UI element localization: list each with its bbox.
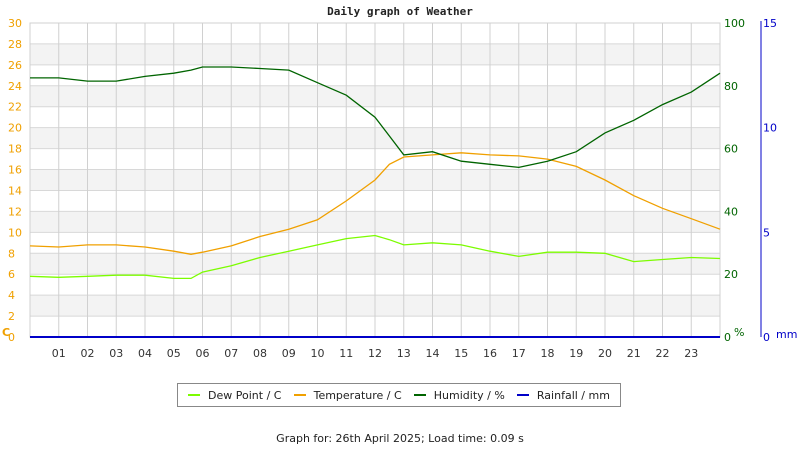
chart-title: Daily graph of Weather: [327, 5, 473, 18]
x-tick-label: 12: [368, 347, 382, 360]
y-humidity-tick-label: 100: [724, 17, 745, 30]
legend-item-temperature: Temperature / C: [293, 388, 402, 402]
x-tick-label: 16: [483, 347, 497, 360]
footer-status: Graph for: 26th April 2025; Load time: 0…: [276, 432, 524, 445]
x-tick-label: 13: [397, 347, 411, 360]
x-tick-label: 22: [656, 347, 670, 360]
axes: 01 02 03 04 05 06 07 08 09 10 11 12 13 14 15 16 17 18 19 20…: [2, 17, 797, 360]
y-left-tick-label: 8: [8, 247, 15, 260]
y-humidity-tick-label: 40: [724, 205, 738, 218]
y-left-tick-label: 0: [8, 331, 15, 344]
x-tick-label: 20: [598, 347, 612, 360]
y-rain-tick-label: 10: [763, 122, 777, 135]
y-left-tick-label: 28: [8, 38, 22, 51]
y-left-tick-label: 16: [8, 164, 22, 177]
x-tick-label: 19: [569, 347, 583, 360]
series-line: [29, 234, 721, 280]
y-left-tick-label: 14: [8, 184, 22, 197]
x-tick-label: 10: [311, 347, 325, 360]
x-tick-label: 14: [426, 347, 440, 360]
data-series: [29, 66, 721, 338]
legend-label: Rainfall / mm: [536, 388, 610, 402]
y-left-tick-label: 10: [8, 226, 22, 239]
y-rain-tick-label: 5: [763, 226, 770, 239]
x-tick-label: 08: [253, 347, 267, 360]
legend-item-humidity: Humidity / %: [413, 388, 505, 402]
y-left-tick-label: 26: [8, 59, 22, 72]
x-tick-label: 23: [684, 347, 698, 360]
x-tick-label: 02: [81, 347, 95, 360]
y-humidity-tick-label: 20: [724, 268, 738, 281]
y-rain-axis-label: mm: [776, 328, 797, 341]
y-left-tick-label: 22: [8, 101, 22, 114]
x-tick-label: 18: [541, 347, 555, 360]
y-left-tick-label: 30: [8, 17, 22, 30]
y-left-tick-label: 6: [8, 268, 15, 281]
y-left-tick-label: 2: [8, 310, 15, 323]
x-tick-label: 06: [196, 347, 210, 360]
series-line: [30, 66, 721, 169]
y-left-tick-label: 24: [8, 80, 22, 93]
x-tick-label: 05: [167, 347, 181, 360]
y-left-tick-label: 20: [8, 122, 22, 135]
y-left-axis-label: C: [2, 326, 10, 339]
x-tick-label: 03: [109, 347, 123, 360]
y-rain-tick-label: 0: [763, 331, 770, 344]
y-left-tick-label: 4: [8, 289, 15, 302]
x-tick-label: 11: [339, 347, 353, 360]
humidity-swatch-icon: [413, 394, 426, 396]
x-tick-label: 04: [138, 347, 152, 360]
temperature-swatch-icon: [293, 394, 306, 396]
dew-point-swatch-icon: [188, 394, 201, 396]
legend-label: Dew Point / C: [208, 388, 282, 402]
legend-item-dew-point: Dew Point / C: [188, 389, 281, 402]
y-humidity-axis-label: %: [734, 326, 744, 339]
y-humidity-tick-label: 60: [724, 143, 738, 156]
y-humidity-tick-label: 80: [724, 80, 738, 93]
legend-label: Temperature / C: [313, 388, 402, 402]
x-tick-label: 09: [282, 347, 296, 360]
rainfall-swatch-icon: [516, 394, 529, 396]
legend-item-rainfall: Rainfall / mm: [516, 388, 610, 402]
x-tick-label: 07: [224, 347, 238, 360]
x-tick-label: 15: [454, 347, 468, 360]
x-tick-label: 17: [512, 347, 526, 360]
legend: Dew Point / C Temperature / C Humidity /…: [177, 383, 621, 407]
y-left-tick-label: 18: [8, 143, 22, 156]
y-rain-tick-label: 15: [763, 17, 777, 30]
legend-label: Humidity / %: [433, 388, 505, 402]
x-tick-label: 01: [52, 347, 66, 360]
y-left-tick-label: 12: [8, 205, 22, 218]
x-tick-label: 21: [627, 347, 641, 360]
series-line: [29, 152, 721, 255]
y-humidity-tick-label: 0: [724, 331, 731, 344]
grid-lines: [29, 22, 721, 338]
